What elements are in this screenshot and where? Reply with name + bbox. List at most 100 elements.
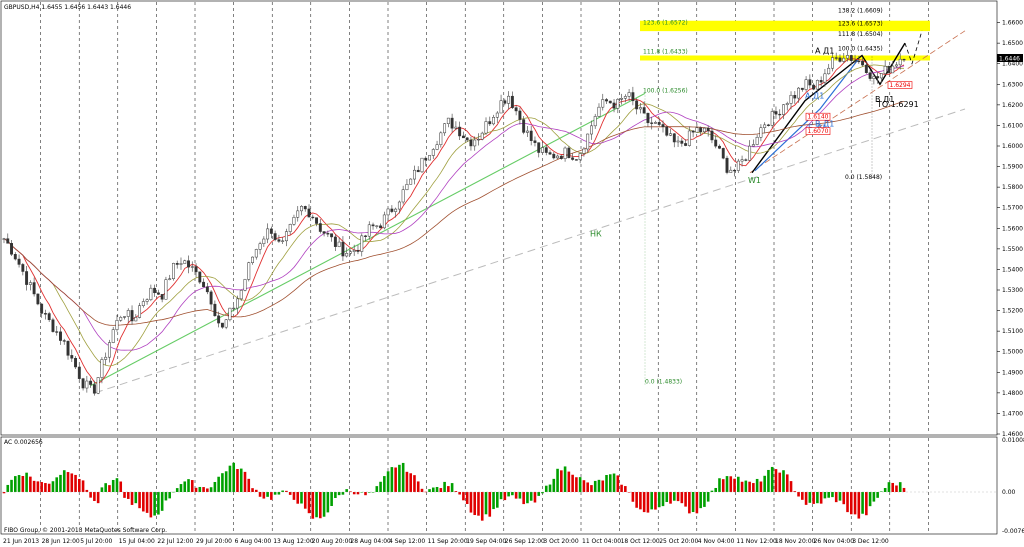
wave-annotation: А Д1 (815, 46, 834, 55)
time-tick-label: 18 Nov 20:00 (775, 538, 816, 545)
candle-body (145, 299, 149, 302)
candle-body (281, 240, 285, 242)
candle-body (315, 217, 319, 224)
fib-level-label: 100.0 (1.6435) (838, 46, 883, 53)
ac-bar (202, 487, 205, 492)
ac-bar (503, 492, 507, 501)
candle-body (134, 317, 138, 322)
candle-body (552, 153, 556, 159)
candle-body (654, 122, 657, 124)
ac-bar (590, 485, 593, 492)
ac-bar (96, 492, 100, 504)
time-tick-label: 20 Aug 20:00 (312, 538, 353, 545)
ac-bar (672, 492, 676, 501)
candle-body (21, 264, 25, 272)
candle-body (522, 119, 526, 133)
main-plot-area[interactable] (0, 0, 998, 436)
ac-bar (401, 462, 405, 492)
candle-body (812, 84, 816, 90)
candle-body (616, 99, 620, 109)
ac-bar (488, 492, 492, 517)
ac-bar (111, 479, 115, 492)
candle-body (642, 107, 646, 114)
time-tick-label: 26 Nov 04:00 (814, 538, 855, 545)
ac-bar (880, 491, 883, 492)
ac-bar (273, 492, 277, 495)
ac-bar (108, 485, 111, 492)
candle-body (70, 355, 74, 359)
ac-bar (714, 487, 718, 492)
candle-body (446, 117, 450, 124)
ac-bar (571, 474, 574, 492)
ac-bar (635, 492, 638, 508)
candle-body (220, 322, 224, 328)
time-tick-label: 13 Aug 12:00 (273, 538, 314, 545)
ac-bar (420, 488, 424, 492)
candle-body (891, 65, 895, 74)
ac-bar (375, 486, 379, 492)
ac-bar (597, 479, 601, 492)
candle-body (473, 139, 477, 147)
candle-body (424, 157, 428, 161)
time-tick-label: 3 Oct 20:00 (543, 538, 578, 545)
ac-bar (710, 490, 714, 492)
candle-body (439, 132, 443, 145)
candle-body (239, 290, 243, 300)
ac-bar (198, 486, 202, 492)
price-tick-label: 1.4800 (1002, 390, 1023, 397)
price-tag-box (887, 81, 913, 89)
candle-body (853, 60, 857, 62)
candle-body (785, 103, 789, 106)
candle-body (243, 279, 247, 291)
candle-body (375, 225, 379, 227)
ac-bar (416, 481, 420, 492)
price-tick-label: 1.5500 (1002, 246, 1023, 253)
candle-body (10, 243, 13, 255)
ac-bar (616, 475, 620, 492)
ac-bar (450, 483, 454, 492)
ac-bar (383, 476, 386, 492)
ac-bar (296, 492, 300, 504)
candle-body (612, 102, 616, 109)
candle-body (209, 291, 213, 305)
price-tick-label: 1.6500 (1002, 40, 1023, 47)
candle-body (902, 58, 906, 61)
candle-body (574, 159, 578, 161)
ac-bar (59, 474, 62, 492)
candle-body (514, 107, 518, 112)
vertical-grid (40, 2, 929, 533)
candle-body (198, 271, 202, 283)
ac-bar (661, 492, 665, 507)
ac-bar (763, 475, 766, 492)
ac-bar (898, 482, 902, 492)
ac-bar (627, 492, 631, 493)
price-tick-label: 1.6400 (1002, 61, 1023, 68)
ac-bar (755, 478, 759, 492)
candle-body (631, 92, 635, 102)
candle-body (823, 73, 827, 83)
candle-body (718, 145, 721, 149)
ac-bar (435, 486, 439, 492)
chart-title: GBPUSD,H4 1.6455 1.6456 1.6443 1.6446 (4, 4, 131, 11)
ac-bar (804, 492, 808, 505)
candle-body (766, 124, 770, 126)
ac-tick-label: -0.00764 (1002, 528, 1024, 535)
ac-bar (89, 492, 92, 498)
time-tick-label: 22 Jul 12:00 (157, 538, 193, 545)
ac-bar (134, 492, 138, 504)
candle-body (793, 94, 797, 99)
candle-body (6, 238, 10, 244)
ac-bar (130, 492, 134, 505)
ac-bar (462, 492, 465, 501)
candle-body (748, 145, 752, 161)
ac-bar (228, 465, 232, 492)
candle-body (104, 356, 108, 360)
candle-body (175, 263, 179, 265)
ac-bar (620, 484, 623, 492)
candle-body (330, 233, 334, 238)
indicator-plot-area[interactable] (0, 436, 998, 535)
candle-body (525, 130, 529, 133)
ac-bar (522, 492, 525, 505)
current-price-tag (997, 54, 1023, 62)
